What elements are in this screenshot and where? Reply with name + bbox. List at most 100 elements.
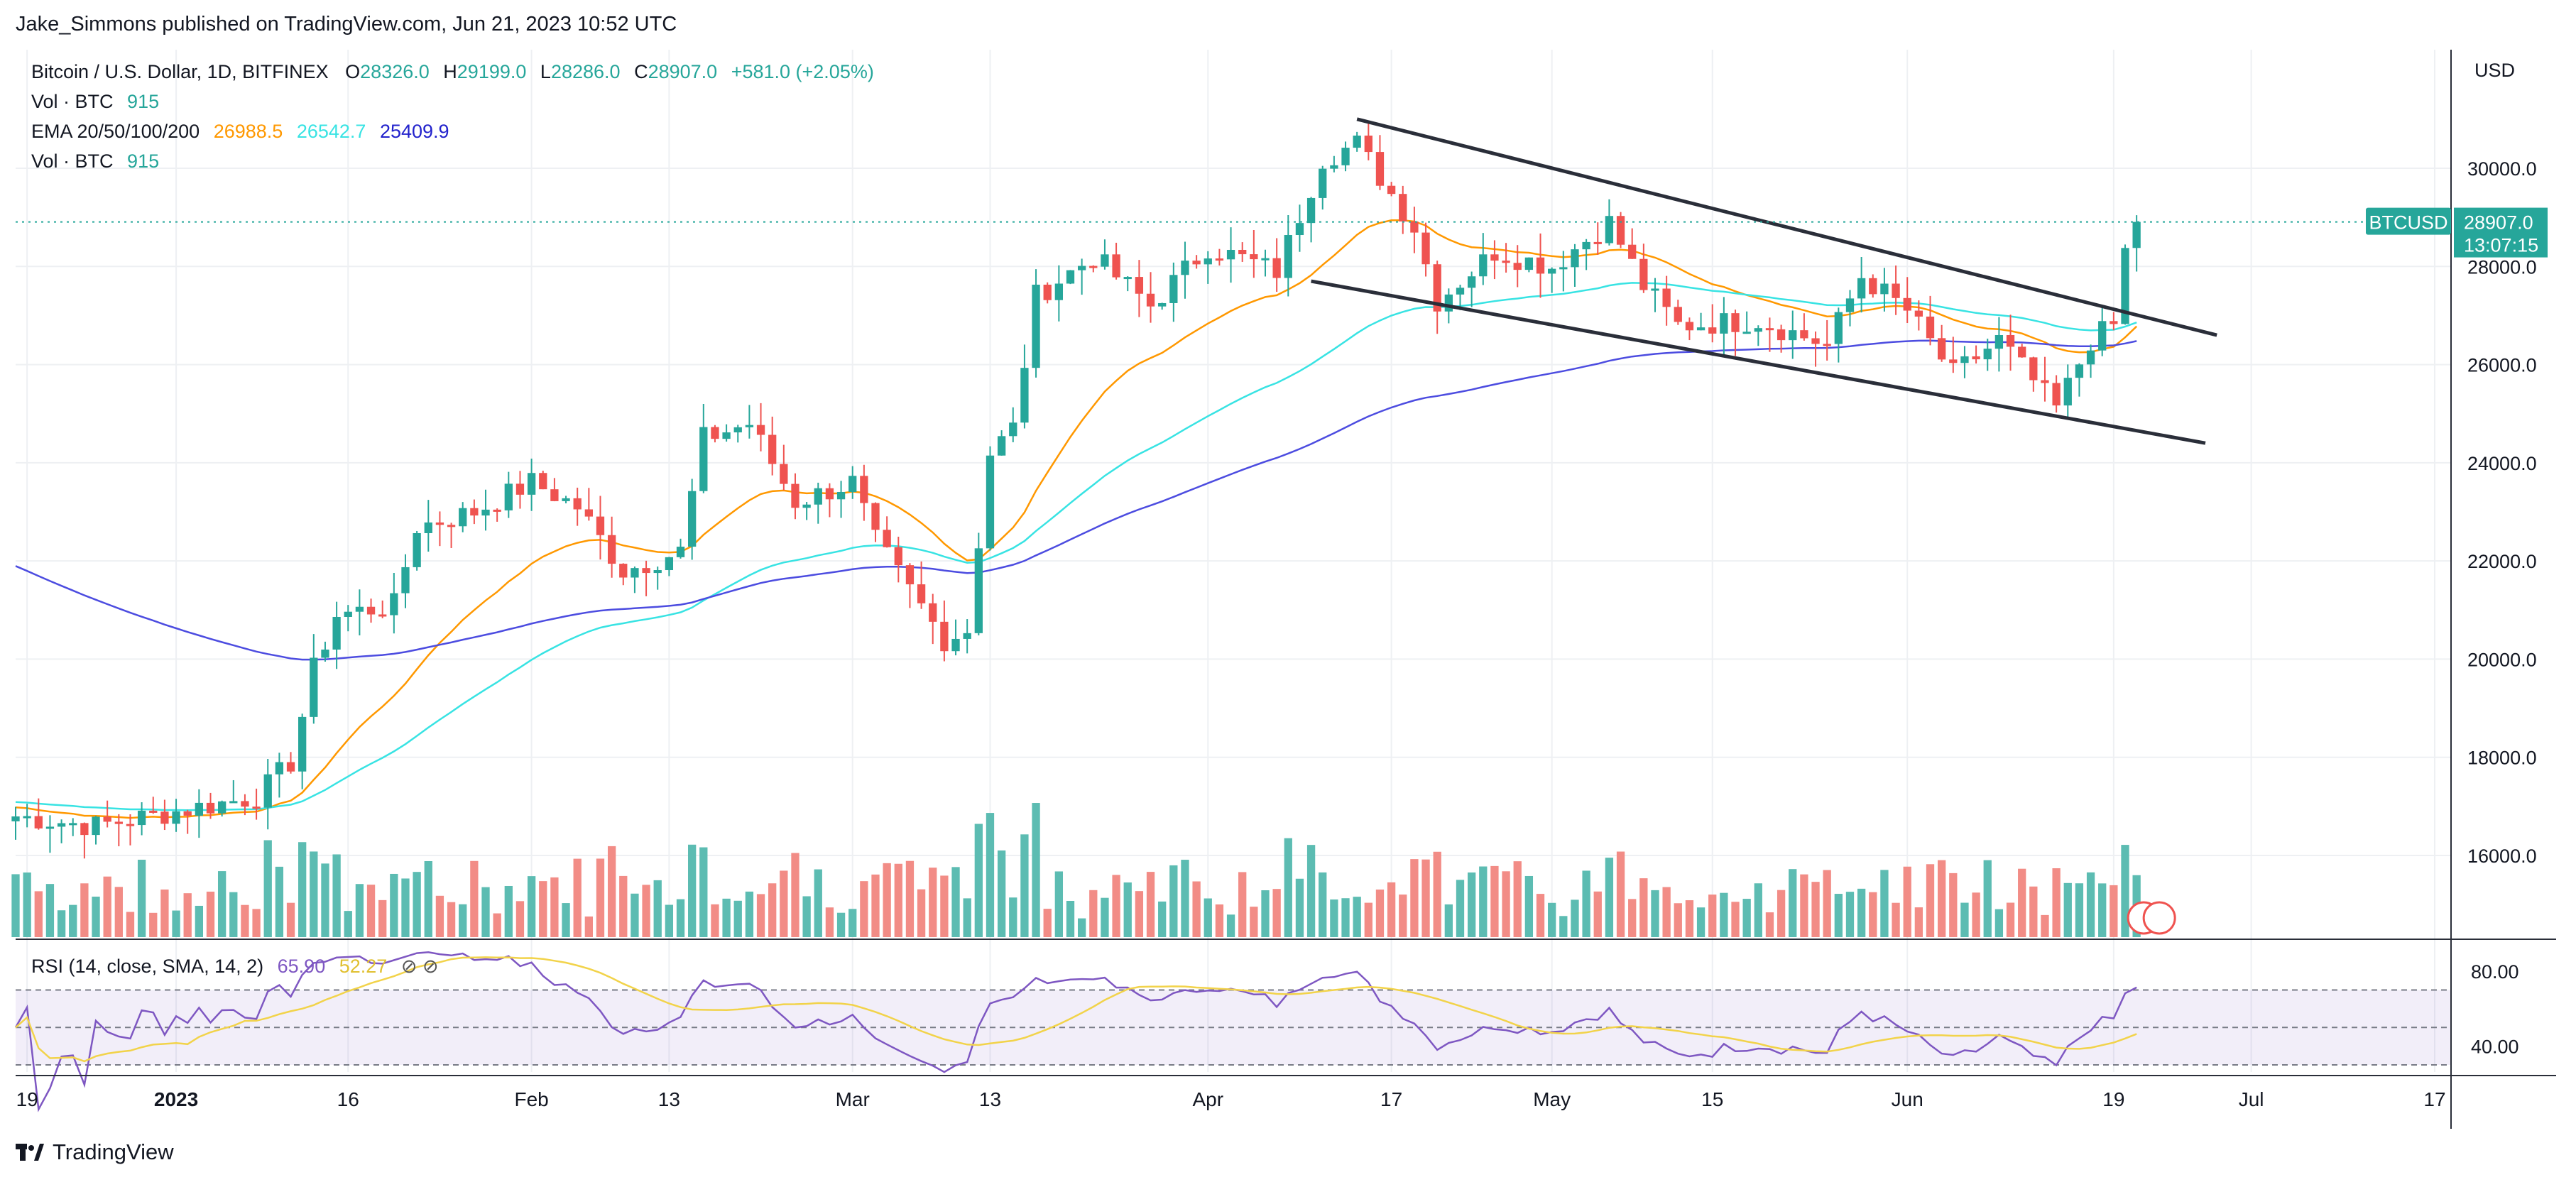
candle-body xyxy=(2063,378,2072,406)
candle-body xyxy=(905,565,915,585)
candle-body xyxy=(745,425,754,427)
volume-bar xyxy=(2086,872,2095,937)
volume-bar xyxy=(1238,872,1247,937)
legend-eye-icon[interactable]: ⊘ ⊘ xyxy=(400,956,439,977)
candle-body xyxy=(332,616,341,650)
rsi-lines xyxy=(14,951,2137,1112)
volume-bar xyxy=(241,904,249,937)
candle-body xyxy=(310,657,318,717)
volume-bar xyxy=(1272,889,1281,937)
ema100-line xyxy=(15,339,2137,661)
volume-bar xyxy=(1078,918,1086,937)
candle-body xyxy=(1662,288,1671,307)
volume-bar xyxy=(1433,851,1441,937)
legend-rsi-row[interactable]: RSI (14, close, SMA, 14, 2) 65.90 52.27 … xyxy=(31,956,439,978)
volume-bar xyxy=(756,894,765,937)
candle-body xyxy=(917,584,926,603)
legend-symbol-row[interactable]: Bitcoin / U.S. Dollar, 1D, BITFINEX O283… xyxy=(31,61,874,83)
axes: 16000.0 18000.0 20000.0 22000.0 24000.0 26000… xyxy=(16,50,2556,1129)
candle-body xyxy=(470,508,479,516)
volume-bar xyxy=(2029,886,2038,937)
volume-bar xyxy=(1295,878,1304,937)
candle-body xyxy=(986,455,995,549)
volume-bar xyxy=(802,896,811,937)
volume-bar xyxy=(69,904,77,937)
candle-body xyxy=(1032,284,1040,368)
candle-body xyxy=(1364,135,1372,153)
candle-body xyxy=(756,425,765,435)
candle-body xyxy=(733,427,742,433)
symbol-tag-bg xyxy=(2366,207,2451,235)
tradingview-footer[interactable]: TradingView xyxy=(16,1139,174,1165)
legend-low-label: L xyxy=(540,61,551,82)
candle-body xyxy=(1800,330,1808,339)
volume-bar xyxy=(435,895,444,937)
candle-body xyxy=(1456,288,1465,295)
candle-body xyxy=(515,483,525,495)
candle-body xyxy=(1215,258,1224,261)
volume-bar xyxy=(23,873,31,937)
volume-bar xyxy=(1616,851,1625,937)
candle-body xyxy=(2098,321,2107,351)
candle-body xyxy=(1204,258,1212,265)
volume-bar xyxy=(160,889,169,937)
candle-body xyxy=(1272,258,1281,278)
volume-bar xyxy=(459,904,467,937)
candle-body xyxy=(631,568,639,578)
x-tick-label: 13 xyxy=(979,1088,1001,1110)
legend-rsi-value: 65.90 xyxy=(277,956,326,977)
x-tick-label: 13 xyxy=(658,1088,680,1110)
volume-bar xyxy=(940,875,949,937)
legend-close-value: 28907.0 xyxy=(648,61,718,82)
candle-body xyxy=(1295,223,1304,236)
rsi-tick-label: 80.00 xyxy=(2471,961,2519,983)
legend-volume2-row[interactable]: Vol · BTC 915 xyxy=(31,151,159,173)
upper-trendline xyxy=(1356,117,2217,337)
legend-ema-row[interactable]: EMA 20/50/100/200 26988.5 26542.7 25409.… xyxy=(31,121,449,143)
legend-volume2-label: Vol · BTC xyxy=(31,151,114,172)
candle-body xyxy=(1490,254,1499,261)
candle-body xyxy=(1949,359,1958,363)
candle-body xyxy=(1375,152,1385,186)
tradingview-logo-icon xyxy=(16,1144,44,1161)
candle-body xyxy=(1467,276,1476,288)
candle-body xyxy=(1284,235,1292,278)
volume-bar xyxy=(631,893,639,937)
candle-body xyxy=(1548,268,1556,274)
volume-bar xyxy=(527,876,536,937)
candle-body xyxy=(1845,298,1855,312)
candle-body xyxy=(2041,380,2049,383)
candle-body xyxy=(688,491,697,547)
volume-bar xyxy=(1823,870,1831,937)
volume-bar xyxy=(92,896,100,937)
candle-body xyxy=(195,802,203,816)
volume-bar xyxy=(1319,872,1327,937)
candle-body xyxy=(940,621,949,652)
candle-body xyxy=(848,476,857,492)
volume-bar xyxy=(493,913,501,937)
candle-body xyxy=(1938,338,1946,360)
candle-body xyxy=(321,649,329,658)
candle-body xyxy=(413,532,421,567)
volume-bar xyxy=(183,893,192,937)
volume-bar xyxy=(2041,914,2049,937)
candle-body xyxy=(562,498,570,501)
legend-low-value: 28286.0 xyxy=(550,61,621,82)
volume-bar xyxy=(1605,858,1614,937)
legend-volume-row[interactable]: Vol · BTC 915 xyxy=(31,91,159,113)
candle-body xyxy=(366,606,376,615)
volume-bar xyxy=(1284,838,1292,937)
candle-body xyxy=(1777,329,1786,341)
volume-bars xyxy=(11,803,2141,937)
candle-body xyxy=(802,504,811,508)
trend-channel[interactable] xyxy=(1311,117,2217,445)
candle-body xyxy=(1089,266,1098,268)
candle-body xyxy=(653,570,662,574)
candle-body xyxy=(1536,257,1545,274)
candle-body xyxy=(1238,249,1247,255)
volume-bar xyxy=(562,903,570,937)
volume-bar xyxy=(1582,870,1590,937)
volume-bar xyxy=(1192,881,1201,937)
volume-bar xyxy=(2075,883,2084,937)
